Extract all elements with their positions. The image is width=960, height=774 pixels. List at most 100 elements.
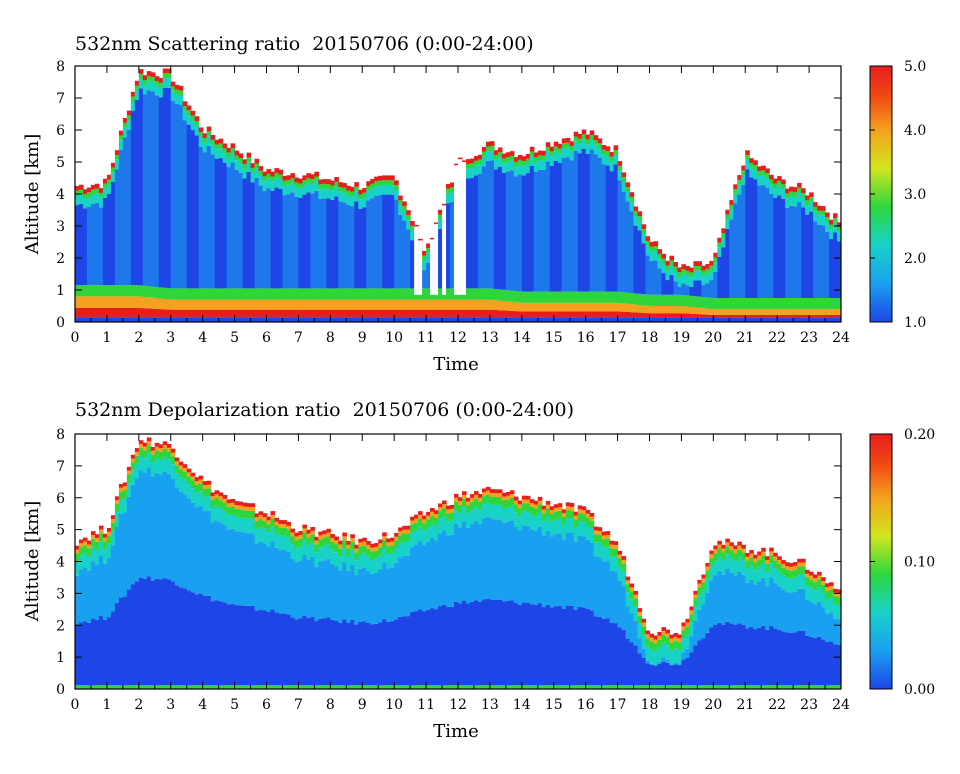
chart1-heatmap-cell (725, 219, 730, 229)
chart1-heatmap-cell (550, 292, 555, 303)
chart1-heatmap-cell (813, 315, 818, 317)
chart2-heatmap-cell (765, 630, 770, 685)
chart1-heatmap-cell (358, 199, 363, 209)
chart1-heatmap-cell (195, 300, 200, 310)
chart2-x-tick-label: 17 (609, 697, 627, 713)
chart1-heatmap-cell (286, 180, 291, 185)
chart2-heatmap-cell (235, 517, 240, 531)
chart2-heatmap-cell (502, 497, 507, 501)
chart2-heatmap-cell (518, 508, 523, 516)
chart1-heatmap-cell (171, 86, 176, 91)
chart1-heatmap-cell (825, 298, 830, 309)
chart2-heatmap-cell (781, 568, 786, 576)
chart2-heatmap-cell (314, 544, 319, 552)
chart2-heatmap-cell (546, 531, 551, 605)
chart2-heatmap-cell (466, 528, 471, 604)
chart1-heatmap-cell (622, 177, 627, 182)
chart1-heatmap-cell (582, 292, 587, 303)
chart1-heatmap-cell (255, 168, 260, 178)
chart2-heatmap-cell (274, 526, 279, 534)
chart1-heatmap-cell (705, 274, 710, 284)
chart2-heatmap-cell (554, 606, 559, 685)
chart1-heatmap-cell (717, 309, 722, 315)
chart2-heatmap-cell (410, 517, 415, 521)
chart1-heatmap-cell (155, 309, 160, 317)
chart1-heatmap-cell (370, 198, 375, 288)
chart1-heatmap-cell (366, 200, 371, 288)
chart1-heatmap-cell (661, 259, 666, 264)
chart2-heatmap-cell (737, 549, 742, 557)
chart1-heatmap-cell (310, 310, 315, 318)
chart1-heatmap-cell (478, 300, 483, 310)
chart1-heatmap-cell (274, 173, 279, 178)
chart1-heatmap-cell (478, 317, 483, 322)
chart1-heatmap-cell (626, 312, 631, 317)
chart1-heatmap-cell (534, 157, 539, 162)
chart2-heatmap-cell (618, 566, 623, 580)
chart2-heatmap-cell (203, 596, 208, 685)
chart2-heatmap-cell (195, 507, 200, 594)
chart1-heatmap-cell (215, 310, 220, 318)
chart1-heatmap-cell (314, 181, 319, 191)
chart2-heatmap-cell (482, 599, 487, 685)
chart1-heatmap-cell (294, 187, 299, 197)
chart2-heatmap-cell (386, 538, 391, 542)
chart2-heatmap-cell (402, 541, 407, 555)
chart2-heatmap-cell (374, 559, 379, 573)
chart1-heatmap-cell (638, 230, 643, 293)
chart1-heatmap-cell (669, 275, 674, 295)
chart2-x-tick-label: 0 (71, 697, 80, 713)
chart2-heatmap-cell (358, 569, 363, 622)
chart1-heatmap-cell (259, 185, 264, 288)
chart1-heatmap-cell (614, 155, 619, 165)
chart2-heatmap-cell (638, 608, 643, 612)
chart2-heatmap-cell (817, 572, 822, 576)
chart2-heatmap-cell (151, 463, 156, 477)
chart2-heatmap-cell (235, 501, 240, 505)
chart2-heatmap-cell (522, 603, 527, 686)
chart1-heatmap-cell (302, 175, 307, 180)
chart1-heatmap-cell (394, 288, 399, 299)
chart1-heatmap-cell (139, 317, 144, 322)
chart2-heatmap-cell (422, 612, 427, 686)
chart1-heatmap-cell (282, 176, 287, 181)
chart1-heatmap-cell (378, 185, 383, 195)
chart1-heatmap-cell (231, 288, 236, 299)
chart1-heatmap-cell (91, 308, 96, 317)
chart1-heatmap-cell (741, 166, 746, 171)
chart1-heatmap-cell (502, 173, 507, 290)
chart2-heatmap-cell (191, 477, 196, 481)
chart1-heatmap-cell (761, 166, 766, 171)
chart2-heatmap-cell (370, 624, 375, 685)
chart2-heatmap-cell (753, 629, 758, 685)
chart2-heatmap-cell (263, 610, 268, 685)
chart1-heatmap-cell (725, 229, 730, 298)
chart1-heatmap-cell (179, 86, 184, 91)
chart2-heatmap-cell (685, 623, 690, 627)
chart2-heatmap-cell (282, 536, 287, 550)
chart2-heatmap-cell (286, 526, 291, 530)
chart2-heatmap-cell (526, 526, 531, 603)
chart1-heatmap-cell (689, 296, 694, 307)
chart1-heatmap-cell (119, 296, 124, 308)
chart2-heatmap-cell (354, 560, 359, 574)
chart1-heatmap-cell (338, 300, 343, 310)
chart1-heatmap-cell (382, 288, 387, 299)
chart2-heatmap-cell (251, 507, 256, 511)
chart2-heatmap-cell (211, 601, 216, 685)
chart2-heatmap-cell (131, 485, 136, 584)
chart1-heatmap-cell (757, 186, 762, 298)
chart2-heatmap-cell (386, 554, 391, 568)
chart1-heatmap-cell (274, 317, 279, 322)
chart1-heatmap-cell (147, 317, 152, 322)
chart1-heatmap-cell (370, 184, 375, 189)
chart2-heatmap-cell (673, 641, 678, 649)
chart2-heatmap-cell (705, 633, 710, 685)
chart1-heatmap-cell (741, 309, 746, 315)
chart1-heatmap-cell (251, 300, 256, 310)
chart1-heatmap-cell (195, 135, 200, 288)
chart1-heatmap-cell (773, 183, 778, 188)
chart1-heatmap-cell (717, 243, 722, 248)
chart2-heatmap-cell (713, 561, 718, 575)
chart1-heatmap-cell (79, 285, 84, 296)
